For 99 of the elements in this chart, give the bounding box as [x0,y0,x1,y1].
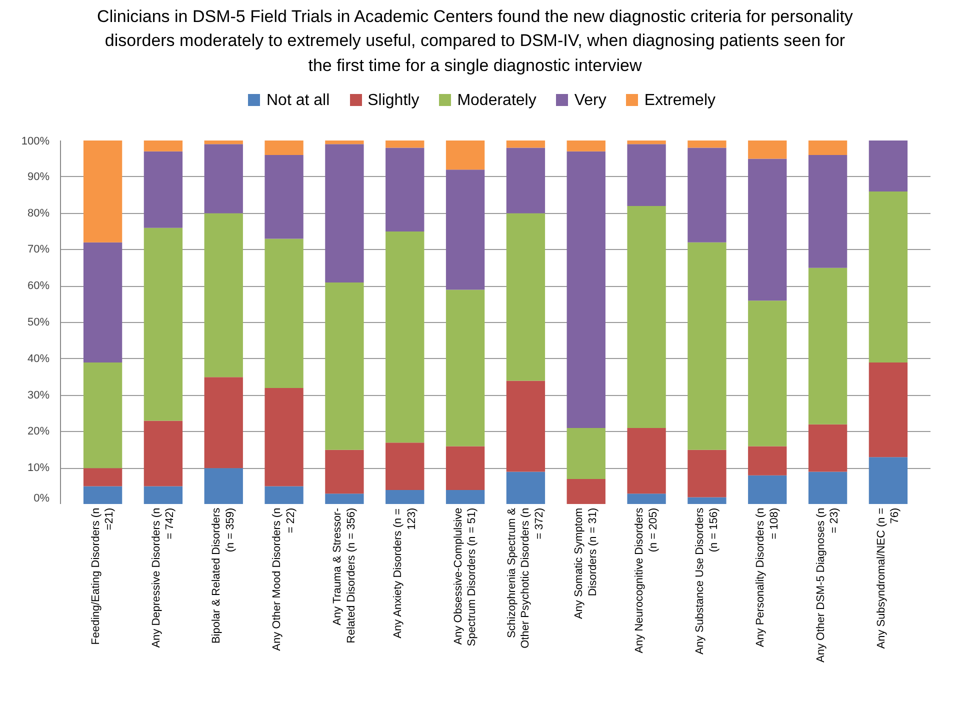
bar [144,486,183,504]
x-tick-label: Any Depressive Disorders (n = 742) [150,508,176,648]
x-tick-label: Any Subsyndromal/NEC (n = 76) [875,508,902,649]
bar [446,490,485,504]
x-tick-label: Any Substance Use Disorders (n = 156) [694,507,720,655]
bar [386,148,424,232]
bar [83,362,122,468]
x-tick-label: Any Somatic Symptom Disorders (n = 31) [573,508,600,620]
bar [748,475,787,504]
bar [386,490,424,504]
bar [204,377,243,468]
bar [808,424,848,472]
bar [325,140,364,144]
bar [204,140,243,144]
bar [264,486,304,504]
x-tick-label: Any Obsessive-Complulsive Spectrum Disorders (n = 51) [452,508,478,646]
bar [325,494,364,504]
y-tick-label: 50% [27,316,50,328]
bar [808,472,848,504]
bar [868,191,908,363]
bar [386,442,424,490]
bar [566,479,606,504]
bar [386,140,424,148]
bar [264,238,304,388]
x-tick-label: Feeding/Eating Disorders (n =21) [90,508,116,645]
x-tick-label: Any Neurocognitive Disorders (n = 205) [634,507,660,654]
bar [446,446,485,490]
x-tick-label: Any Other Mood Disorders (n = 22) [271,508,297,651]
y-tick-label: 70% [27,244,50,256]
bar [264,155,304,239]
legend-label: Moderately [456,91,536,111]
bar [83,140,122,242]
bar [83,242,122,363]
bar [446,140,485,170]
bar [627,140,666,144]
bar [748,446,787,476]
y-tick-label: 40% [27,352,50,365]
bar [627,494,666,504]
bar [506,472,546,504]
legend-label: Very [573,91,606,111]
y-tick-label: 80% [27,207,50,220]
y-tick-label: 90% [27,170,50,183]
y-tick-label: 60% [27,280,50,292]
y-tick-label: 20% [27,426,50,438]
bar [325,282,364,450]
bar [627,428,666,494]
bar [386,232,424,443]
bar [325,450,364,494]
bar [506,213,546,381]
bar [83,468,122,486]
bar [688,242,726,450]
bar [144,420,183,486]
x-tick-label: Bipolar & Related Disorders (n = 359) [210,507,237,644]
y-tick-label: 100% [21,136,50,148]
bar [566,428,606,480]
bar [688,140,726,148]
bar [868,362,908,458]
bar [688,497,726,504]
legend-label: Not at all [265,91,330,111]
bar [566,140,606,152]
bar [446,170,485,290]
bar [264,388,304,486]
bar [506,148,546,214]
x-tick-label: Schizophrenia Spectrum & Other Psychotic Disorders (n = 372) [506,507,546,648]
bar [748,300,787,446]
x-tick-label: Any Anxiety Disorders (n = 123) [392,508,418,638]
bar [506,140,546,148]
bar [144,228,183,421]
bar [688,148,726,242]
bar [808,155,848,268]
bar [748,158,787,301]
x-tick-label: Any Trauma & Stressor-Related Disorders (n = 356) [332,508,358,644]
bar [144,151,183,228]
chart-title: Clinicians in DSM-5 Field Trials in Academic Centers found the new diagnostic criteria for personality disorders moderately to extremely useful, compared to DSM-IV, when diagnosing patients seen for the first time for a single diagnostic interview [96,6,854,77]
legend-label: Slightly [366,91,420,111]
y-tick-label: 30% [27,389,50,402]
bar [748,140,787,159]
x-tick-label: Any Other DSM-5 Diagnoses (n = 23) [814,508,841,662]
bar [506,380,546,472]
bar [83,486,122,504]
bar [204,468,243,504]
y-tick-label: 0% [34,492,50,504]
bar [204,144,243,214]
bar [868,140,908,192]
bar [627,206,666,428]
bar [325,144,364,282]
bar [566,151,606,428]
bar [688,450,726,498]
bar [868,457,908,504]
bar [204,213,243,378]
y-tick-label: 10% [27,462,50,474]
bar [446,290,485,446]
bar [264,140,304,156]
bar [627,144,666,206]
bar [144,140,183,152]
bar [808,268,848,424]
legend-label: Extremely [643,91,716,111]
x-tick-label: Any Personality Disorders (n = 108) [754,508,780,648]
bar [808,140,848,156]
